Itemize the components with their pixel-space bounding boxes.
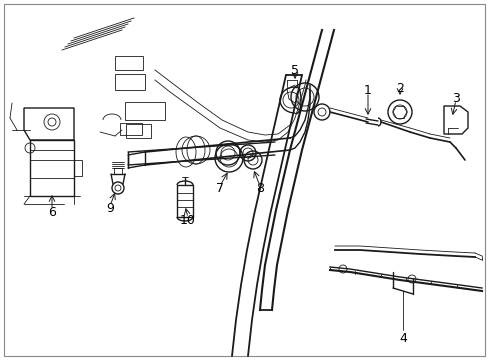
Text: 8: 8 [256,181,264,194]
Text: 6: 6 [48,206,56,219]
Text: 2: 2 [395,81,403,95]
Text: 4: 4 [398,332,406,345]
Text: 7: 7 [216,181,224,194]
Text: 10: 10 [180,213,196,226]
Bar [125,102,164,120]
Bar [120,123,142,135]
Bar [115,74,145,90]
Text: 9: 9 [106,202,114,215]
Text: 1: 1 [364,84,371,96]
Text: 3: 3 [451,91,459,104]
Bar [126,124,151,138]
Text: 5: 5 [290,63,298,77]
Circle shape [290,83,318,111]
Bar [115,56,142,70]
